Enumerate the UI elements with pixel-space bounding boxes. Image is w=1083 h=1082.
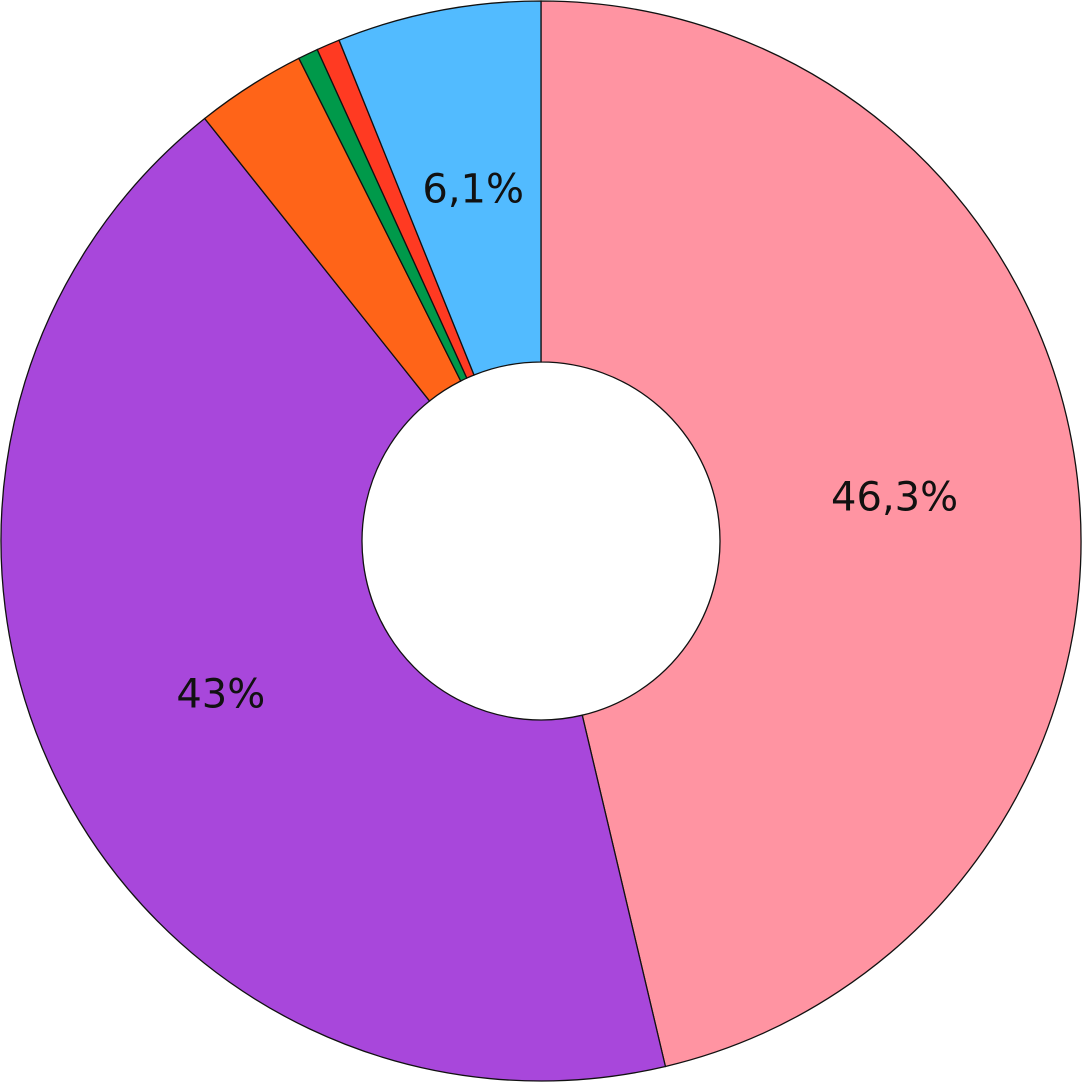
donut-segment [540, 0, 1082, 1068]
value-label: 46,3% [831, 475, 958, 521]
donut-segment [0, 117, 667, 1082]
value-label: 43% [176, 672, 265, 718]
value-label: 6,1% [422, 167, 524, 213]
donut-segment [338, 0, 542, 376]
